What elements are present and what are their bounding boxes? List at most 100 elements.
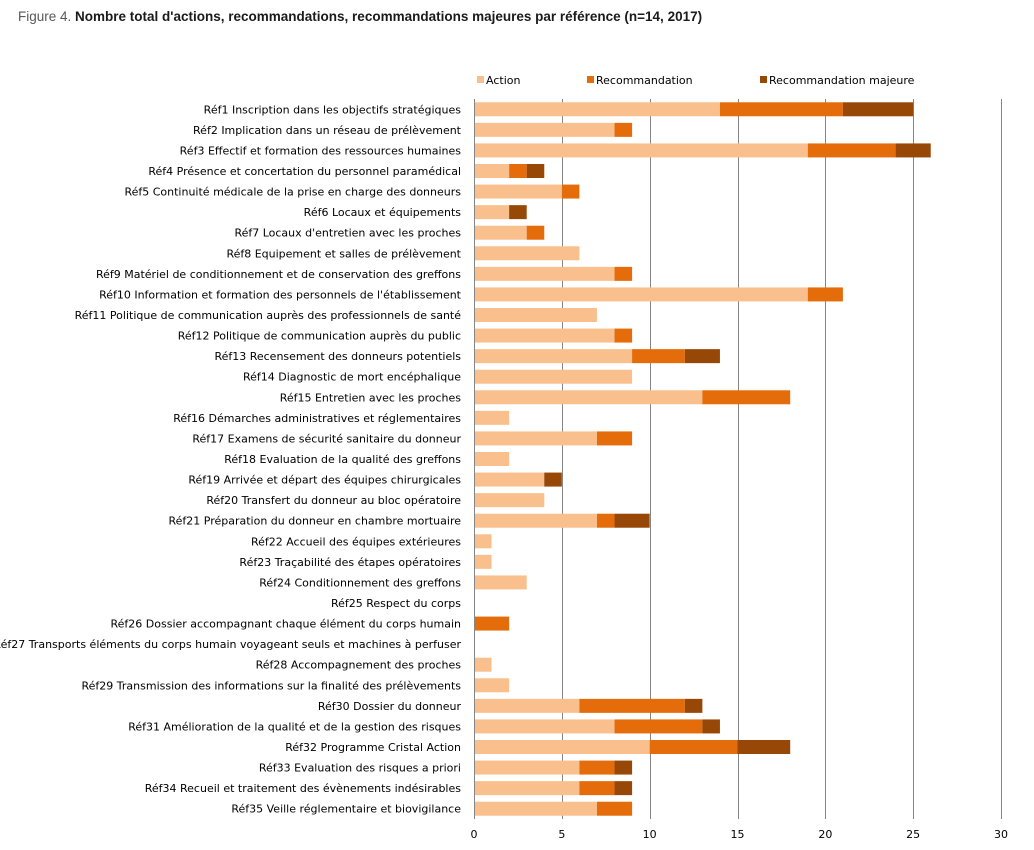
bar-segment — [474, 308, 597, 322]
category-label: Réf15 Entretien avec les proches — [280, 391, 462, 404]
category-label: Réf8 Equipement et salles de prélèvement — [226, 247, 461, 260]
category-label: Réf13 Recensement des donneurs potentiel… — [214, 350, 461, 363]
category-label: Réf12 Politique de communication auprès … — [178, 330, 461, 343]
bar-segment — [474, 678, 510, 693]
bar-segment — [526, 164, 545, 178]
legend-swatch — [587, 76, 594, 83]
category-label: Réf7 Locaux d'entretien avec les proches — [234, 227, 461, 240]
bar-segment — [474, 246, 580, 261]
figure-title-text: Nombre total d'actions, recommandations,… — [75, 9, 703, 24]
bar-segment — [596, 801, 633, 816]
category-label: Réf26 Dossier accompagnant chaque élémen… — [111, 618, 462, 631]
category-label: Réf3 Effectif et formation des ressource… — [180, 144, 462, 157]
bar-segment — [561, 184, 580, 199]
bar-segment — [474, 698, 580, 713]
category-label: Réf5 Continuité médicale de la prise en … — [124, 186, 461, 199]
bar-segment — [614, 513, 650, 528]
category-label: Réf18 Evaluation de la qualité des greff… — [224, 453, 461, 466]
bar-segment — [474, 328, 615, 343]
category-label: Réf35 Veille réglementaire et biovigilan… — [231, 803, 461, 816]
category-label: Réf20 Transfert du donneur au bloc opéra… — [206, 494, 461, 507]
bar-segment — [474, 719, 615, 734]
category-label: Réf28 Accompagnement des proches — [256, 659, 462, 672]
x-tick-label: 30 — [994, 828, 1008, 841]
bar-segment — [684, 349, 720, 364]
x-tick-label: 25 — [906, 828, 920, 841]
category-label: Réf29 Transmission des informations sur … — [82, 679, 462, 692]
bar-segment — [596, 513, 615, 528]
bar-segment — [579, 698, 685, 713]
bar-segment — [474, 431, 597, 446]
category-label: Réf19 Arrivée et départ des équipes chir… — [188, 474, 461, 487]
bar-segment — [474, 493, 545, 508]
bar-segment — [842, 102, 914, 117]
legend-label: Action — [486, 74, 520, 87]
bar-segment — [737, 740, 791, 754]
category-label: Réf32 Programme Cristal Action — [285, 741, 461, 754]
bar-segment — [474, 760, 580, 775]
bar-segment — [474, 575, 527, 590]
legend-swatch — [760, 76, 767, 83]
category-label: Réf2 Implication dans un réseau de prélè… — [193, 124, 462, 137]
bar-segment — [895, 143, 931, 158]
bar-segment — [474, 102, 720, 117]
x-tick-label: 15 — [731, 828, 745, 841]
bar-segment — [596, 431, 633, 446]
bar-segment — [474, 657, 492, 672]
bar-segment — [649, 740, 738, 754]
category-label: Réf27 Transports éléments du corps humai… — [0, 638, 461, 651]
bar-segment — [474, 513, 597, 528]
bar-segment — [474, 225, 527, 240]
x-tick-label: 0 — [471, 828, 478, 841]
bar-segment — [509, 205, 527, 220]
bar-segment — [474, 287, 808, 302]
x-tick-label: 5 — [558, 828, 565, 841]
category-label: Réf11 Politique de communication auprès … — [75, 309, 462, 322]
category-label: Réf16 Démarches administratives et régle… — [173, 412, 461, 425]
bar-segment — [807, 287, 843, 302]
bar-segment — [526, 225, 545, 240]
category-label: Réf30 Dossier du donneur — [318, 700, 462, 713]
x-tick-label: 20 — [818, 828, 832, 841]
bar-segment — [474, 184, 562, 199]
bar-segment — [684, 698, 703, 713]
category-label: Réf24 Conditionnement des greffons — [259, 576, 461, 589]
bar-segment — [474, 266, 615, 281]
x-tick-label: 10 — [643, 828, 657, 841]
bar-segment — [614, 719, 703, 734]
bar-segment — [702, 390, 791, 405]
bar-segment — [474, 205, 510, 220]
bar-segment — [474, 164, 510, 178]
bar-segment — [474, 554, 492, 569]
bar-segment — [614, 266, 633, 281]
category-label: Réf10 Information et formation des perso… — [99, 288, 462, 301]
category-label: Réf14 Diagnostic de mort encéphalique — [243, 371, 461, 384]
category-label: Réf33 Evaluation des risques a priori — [259, 762, 461, 775]
bar-segment — [579, 760, 615, 775]
category-label: Réf31 Amélioration de la qualité et de l… — [128, 720, 461, 733]
bar-segment — [474, 143, 808, 158]
category-label: Réf1 Inscription dans les objectifs stra… — [204, 103, 462, 116]
bar-segment — [474, 369, 633, 384]
bar-segment — [474, 534, 492, 549]
bar-segment — [807, 143, 896, 158]
bar-segment — [614, 122, 633, 137]
bar-segment — [474, 122, 615, 137]
category-label: Réf17 Examens de sécurité sanitaire du d… — [192, 432, 461, 445]
category-label: Réf22 Accueil des équipes extérieures — [251, 535, 461, 548]
bar-segment — [474, 410, 510, 425]
legend-label: Recommandation — [596, 74, 693, 87]
bar-segment — [474, 781, 580, 796]
bar-segment — [614, 781, 633, 796]
bar-segment — [544, 472, 562, 487]
legend-label: Recommandation majeure — [769, 74, 915, 87]
bar-segment — [632, 349, 685, 364]
bar-segment — [474, 616, 510, 631]
category-label: Réf6 Locaux et équipements — [304, 206, 462, 219]
bar-segment — [509, 164, 527, 178]
bar-segment — [702, 719, 720, 734]
bar-segment — [474, 390, 703, 405]
bar-segment — [579, 781, 615, 796]
figure-title: Figure 4. Nombre total d'actions, recomm… — [18, 9, 702, 24]
